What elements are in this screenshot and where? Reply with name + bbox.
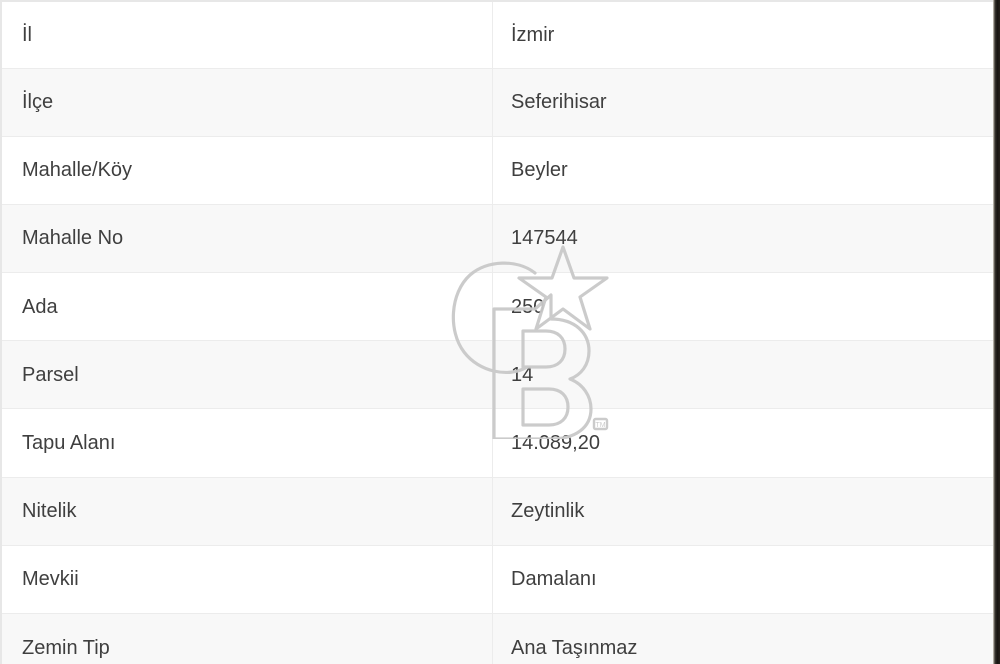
row-value-zemin-tip: Ana Taşınmaz [492,613,993,664]
row-label-tapu-alani: Tapu Alanı [2,408,493,478]
row-label-zemin-tip: Zemin Tip [2,613,493,664]
table-row: Mahalle No 147544 [2,204,993,274]
row-label-mahalle-koy: Mahalle/Köy [2,136,493,205]
table-row: Zemin Tip Ana Taşınmaz [2,613,993,664]
table-row: İl İzmir [2,2,993,69]
row-value-ada: 250 [492,272,993,342]
row-value-tapu-alani: 14.089,20 [492,408,993,478]
table-row: Mevkii Damalanı [2,545,993,615]
row-label-mevkii: Mevkii [2,545,493,615]
row-label-nitelik: Nitelik [2,477,493,546]
table-row: Parsel 14 [2,340,993,410]
table-row: İlçe Seferihisar [2,68,993,137]
row-value-nitelik: Zeytinlik [492,477,993,546]
table-row: Tapu Alanı 14.089,20 [2,408,993,478]
row-label-il: İl [2,2,493,69]
row-value-mevkii: Damalanı [492,545,993,615]
row-label-ilce: İlçe [2,68,493,137]
row-value-il: İzmir [492,2,993,69]
row-value-parsel: 14 [492,340,993,410]
table-row: Mahalle/Köy Beyler [2,136,993,205]
row-value-mahalle-koy: Beyler [492,136,993,205]
row-value-ilce: Seferihisar [492,68,993,137]
row-value-mahalle-no: 147544 [492,204,993,274]
row-label-ada: Ada [2,272,493,342]
row-label-parsel: Parsel [2,340,493,410]
table-row: Nitelik Zeytinlik [2,477,993,546]
page-right-edge [993,0,1000,664]
row-label-mahalle-no: Mahalle No [2,204,493,274]
table-row: Ada 250 [2,272,993,342]
